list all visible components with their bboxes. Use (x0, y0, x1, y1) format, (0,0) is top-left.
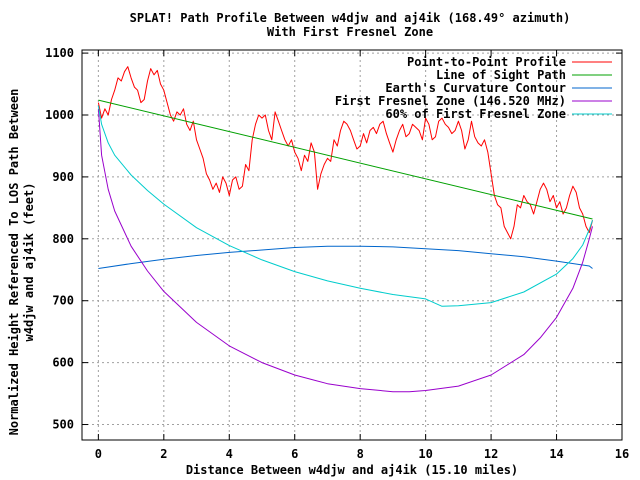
series-line-first-fresnel-zone-146-520-mhz (97, 108, 593, 393)
y-tick-label: 500 (52, 418, 74, 432)
y-tick-label: 700 (52, 294, 74, 308)
x-tick-label: 4 (226, 447, 233, 461)
legend-label-first-fresnel-zone-146-520-mhz: First Fresnel Zone (146.520 MHz) (335, 94, 566, 108)
legend-label-point-to-point-profile: Point-to-Point Profile (407, 55, 566, 69)
series-line-line-of-sight-path (98, 99, 593, 220)
legend-label-line-of-sight-path: Line of Sight Path (436, 68, 566, 82)
data-series (97, 66, 593, 393)
x-tick-label: 10 (418, 447, 432, 461)
legend-label-earth-s-curvature-contour: Earth's Curvature Contour (385, 81, 566, 95)
series-line-60-of-first-fresnel-zone (97, 105, 593, 307)
x-tick-label: 12 (484, 447, 498, 461)
plot-area-border (81, 49, 623, 441)
axis-ticks: 0 2 4 6 8 10 12 14 16 500 600 700 800 900 1000 1100 (45, 46, 629, 461)
x-tick-label: 2 (160, 447, 167, 461)
x-tick-label: 6 (291, 447, 298, 461)
grid-lines (82, 50, 623, 440)
legend-label-60-of-first-fresnel-zone: 60% of First Fresnel Zone (385, 107, 566, 121)
chart-title-line-1: SPLAT! Path Profile Between w4djw and aj… (130, 11, 571, 25)
y-tick-label: 1100 (45, 46, 74, 60)
series-line-earth-s-curvature-contour (98, 245, 593, 269)
x-tick-label: 0 (95, 447, 102, 461)
x-tick-label: 8 (357, 447, 364, 461)
y-tick-label: 1000 (45, 108, 74, 122)
y-axis-label-line-1: Normalized Height Referenced To LOS Path… (7, 89, 21, 436)
y-tick-label: 800 (52, 232, 74, 246)
y-axis-label-line-2: w4djw and aj4ik (feet) (22, 183, 36, 342)
chart-title-line-2: With First Fresnel Zone (267, 25, 433, 39)
y-tick-label: 600 (52, 356, 74, 370)
x-axis-label: Distance Between w4djw and aj4ik (15.10 … (186, 463, 518, 477)
x-tick-label: 14 (549, 447, 563, 461)
x-tick-label: 16 (615, 447, 629, 461)
y-tick-label: 900 (52, 170, 74, 184)
series-line-point-to-point-profile (97, 66, 593, 240)
